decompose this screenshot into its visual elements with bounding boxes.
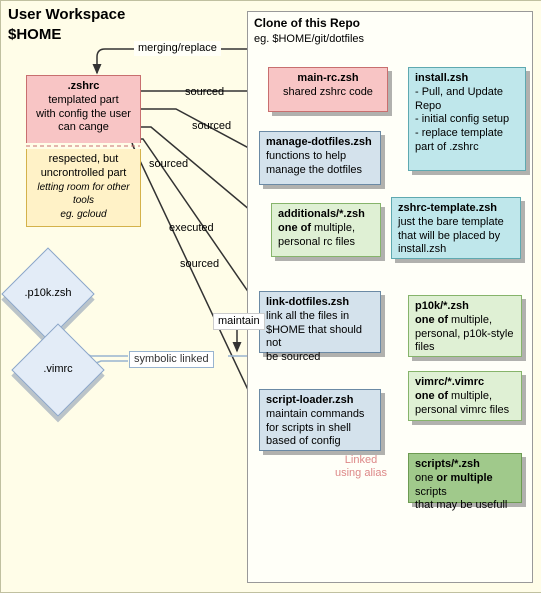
zshrc-top: .zshrc templated part with config the us… <box>26 75 141 143</box>
vimrcfiles-l1: multiple, <box>448 390 492 402</box>
zshrc-l2: with config the user <box>36 108 131 120</box>
manage-title: manage-dotfiles.zsh <box>266 136 372 148</box>
link-l3: be sourced <box>266 351 320 363</box>
vimrcfiles-l2: personal vimrc files <box>415 404 509 416</box>
alias-label: Linked using alias <box>331 453 391 481</box>
vimrcfiles-node: vimrc/*.vimrc one of multiple, personal … <box>408 371 522 421</box>
p10kfiles-node: p10k/*.zsh one of multiple, personal, p1… <box>408 295 522 357</box>
p10kfiles-title: p10k/*.zsh <box>415 300 469 312</box>
scripts-l1b: or multiple <box>436 472 492 484</box>
install-l2: - initial config setup <box>415 113 509 125</box>
install-title: install.zsh <box>415 72 468 84</box>
zshrc-title: .zshrc <box>68 80 100 92</box>
vimrc-label: .vimrc <box>13 363 103 375</box>
loader-l2: for scripts in shell <box>266 422 351 434</box>
manage-l2: manage the dotfiles <box>266 164 362 176</box>
loader-l3: based of config <box>266 435 341 447</box>
scripts-title: scripts/*.zsh <box>415 458 480 470</box>
additionals-title: additionals/*.zsh <box>278 208 365 220</box>
link-title: link-dotfiles.zsh <box>266 296 349 308</box>
link-l1: link all the files in <box>266 310 349 322</box>
repo-title: Clone of this Repo <box>254 16 526 32</box>
mainrc-node: main-rc.zsh shared zshrc code <box>268 67 388 112</box>
zshrc-b-l1: respected, but <box>49 153 119 165</box>
template-node: zshrc-template.zsh just the bare templat… <box>391 197 521 259</box>
template-l2: that will be placed by <box>398 230 500 242</box>
manage-l1: functions to help <box>266 150 346 162</box>
zshrc-l3: can cange <box>58 121 109 133</box>
scripts-node: scripts/*.zsh one or multiple scripts th… <box>408 453 522 503</box>
scripts-l1c: scripts <box>415 486 447 498</box>
sourced-3: sourced <box>145 157 192 172</box>
scripts-l2: that may be usefull <box>415 499 507 511</box>
workspace-title-1: User Workspace <box>8 6 125 23</box>
template-l3: install.zsh <box>398 243 446 255</box>
zshrc-b-l4: eg. gcloud <box>60 209 106 220</box>
template-title: zshrc-template.zsh <box>398 202 497 214</box>
maintain-label: maintain <box>213 313 265 330</box>
install-node: install.zsh - Pull, and Update Repo - in… <box>408 67 526 171</box>
sourced-2: sourced <box>188 119 235 134</box>
p10kfiles-l3: files <box>415 341 435 353</box>
symlink-label: symbolic linked <box>129 351 214 368</box>
p10kfiles-l1: multiple, <box>448 314 492 326</box>
loader-title: script-loader.zsh <box>266 394 353 406</box>
merge-label: merging/replace <box>134 41 221 56</box>
sourced-4: sourced <box>176 257 223 272</box>
manage-node: manage-dotfiles.zsh functions to help ma… <box>259 131 381 185</box>
install-l1: - Pull, and Update Repo <box>415 86 503 112</box>
mainrc-l1: shared zshrc code <box>283 86 373 98</box>
template-l1: just the bare template <box>398 216 504 228</box>
scripts-l1a: one <box>415 472 436 484</box>
zshrc-l1: templated part <box>48 94 118 106</box>
zshrc-b-l2: uncrontrolled part <box>41 167 127 179</box>
vimrcfiles-title: vimrc/*.vimrc <box>415 376 484 388</box>
install-l3: - replace template part of .zshrc <box>415 127 503 153</box>
p10k-label: .p10k.zsh <box>3 287 93 299</box>
executed-label: executed <box>165 221 218 236</box>
loader-l1: maintain commands <box>266 408 364 420</box>
repo-sub: eg. $HOME/git/dotfiles <box>254 32 526 46</box>
mainrc-title: main-rc.zsh <box>297 72 358 84</box>
loader-node: script-loader.zsh maintain commands for … <box>259 389 381 451</box>
zshrc-bottom: respected, but uncrontrolled part lettin… <box>26 149 141 227</box>
additionals-l2: personal rc files <box>278 236 355 248</box>
vimrcfiles-l1b: one of <box>415 390 448 402</box>
p10kfiles-l2: personal, p10k-style <box>415 328 513 340</box>
zshrc-b-l3: letting room for other tools <box>37 182 129 207</box>
link-l2: $HOME that should not <box>266 324 362 350</box>
link-node: link-dotfiles.zsh link all the files in … <box>259 291 381 353</box>
sourced-1: sourced <box>181 85 228 100</box>
symlink-text: symbolic linked <box>134 353 209 365</box>
additionals-l1b: one of <box>278 222 311 234</box>
workspace-title-2: $HOME <box>8 26 61 43</box>
p10kfiles-l1b: one of <box>415 314 448 326</box>
additionals-node: additionals/*.zsh one of multiple, perso… <box>271 203 381 257</box>
